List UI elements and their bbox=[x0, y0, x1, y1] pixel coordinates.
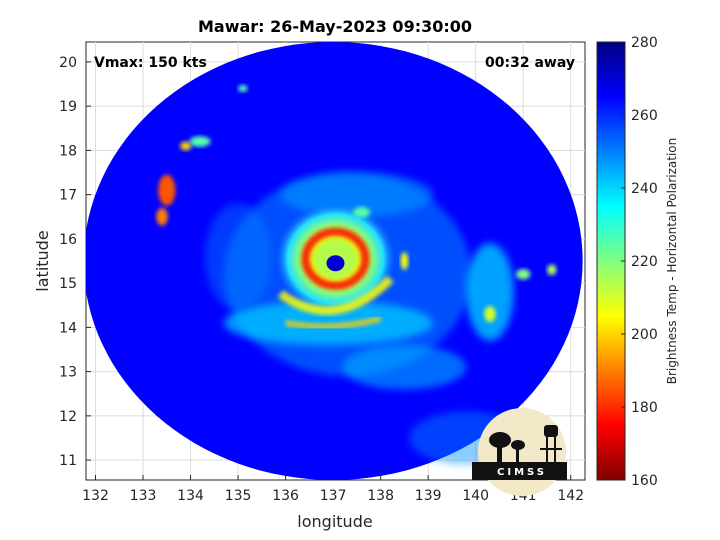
x-tick-label: 140 bbox=[462, 488, 489, 504]
colorbar-label: Brightness Temp - Horizontal Polarizatio… bbox=[665, 138, 679, 385]
cimss-logo: CIMSS bbox=[472, 408, 567, 496]
y-tick-label: 17 bbox=[59, 188, 77, 204]
y-tick-label: 20 bbox=[59, 55, 77, 71]
colorbar-tick-label: 240 bbox=[631, 181, 658, 197]
convective-cell bbox=[516, 268, 531, 280]
convective-cell bbox=[546, 264, 557, 276]
rainband-arc bbox=[285, 315, 382, 330]
convective-cell bbox=[156, 207, 168, 226]
y-tick-label: 15 bbox=[59, 276, 77, 292]
convective-cell bbox=[400, 252, 409, 270]
x-tick-label: 132 bbox=[82, 488, 109, 504]
convective-cell bbox=[484, 306, 496, 323]
colorbar-tick-label: 160 bbox=[631, 473, 658, 489]
colorbar-tick-labels: 160 180 200 220 240 260 280 bbox=[621, 35, 658, 489]
y-tick-label: 18 bbox=[59, 143, 77, 159]
y-tick-labels: 11 12 13 14 15 16 17 18 19 20 bbox=[59, 55, 77, 469]
convective-cell bbox=[158, 174, 176, 206]
eyewall-ring bbox=[301, 227, 370, 290]
rainband bbox=[466, 243, 514, 341]
colorbar-tick-label: 220 bbox=[631, 254, 658, 270]
x-tick-labels: 132 133 134 135 136 137 138 139 140 141 142 bbox=[82, 488, 584, 504]
storm-eye bbox=[326, 255, 345, 272]
y-tick-label: 16 bbox=[59, 232, 77, 248]
y-tick-label: 11 bbox=[59, 453, 77, 469]
y-tick-label: 14 bbox=[59, 320, 77, 336]
colorbar-tick-label: 280 bbox=[631, 35, 658, 51]
convective-cell bbox=[189, 136, 211, 147]
x-tick-label: 139 bbox=[415, 488, 442, 504]
water-tower-icon bbox=[540, 425, 562, 462]
x-tick-label: 137 bbox=[320, 488, 347, 504]
colorbar-tick-label: 260 bbox=[631, 108, 658, 124]
colorbar-tick-label: 200 bbox=[631, 327, 658, 343]
colorbar-tick-label: 180 bbox=[631, 400, 658, 416]
colorbar bbox=[596, 41, 626, 481]
convective-cell bbox=[238, 84, 248, 92]
chart-title: Mawar: 26-May-2023 09:30:00 bbox=[198, 17, 472, 36]
satellite-dish-icon bbox=[489, 432, 525, 462]
x-tick-label: 138 bbox=[367, 488, 394, 504]
y-tick-label: 19 bbox=[59, 99, 77, 115]
rainband bbox=[223, 300, 433, 346]
vmax-annotation: Vmax: 150 kts bbox=[94, 55, 207, 71]
convective-cell bbox=[353, 207, 371, 218]
y-tick-label: 13 bbox=[59, 365, 77, 381]
rainband bbox=[204, 203, 272, 310]
logo-text: CIMSS bbox=[497, 467, 547, 478]
x-tick-label: 134 bbox=[177, 488, 204, 504]
microwave-swath bbox=[86, 42, 583, 480]
logo-backdrop bbox=[478, 408, 566, 496]
x-tick-label: 135 bbox=[225, 488, 252, 504]
time-away-annotation: 00:32 away bbox=[485, 55, 575, 71]
rainband bbox=[342, 345, 467, 390]
x-tick-label: 133 bbox=[130, 488, 157, 504]
x-tick-label: 136 bbox=[272, 488, 299, 504]
convective-cell bbox=[180, 141, 192, 151]
x-tick-label: 142 bbox=[557, 488, 584, 504]
y-axis-label: latitude bbox=[33, 230, 52, 291]
logo-bar bbox=[472, 462, 567, 480]
x-axis-label: longitude bbox=[297, 512, 372, 531]
y-tick-label: 12 bbox=[59, 409, 77, 425]
rainband-arc bbox=[277, 275, 394, 316]
